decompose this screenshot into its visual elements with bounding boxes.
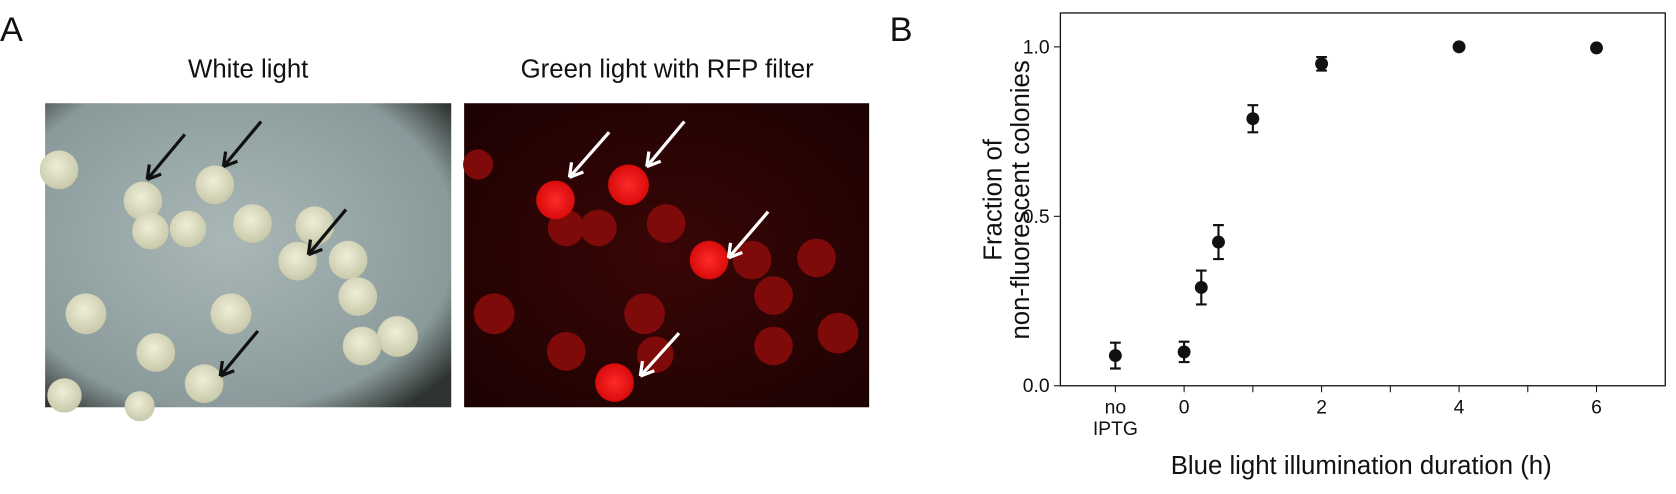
data-point [1194, 281, 1208, 294]
y-tick-label: 0.0 [1023, 376, 1050, 397]
y-tick-label: 0.5 [1023, 207, 1050, 228]
y-axis-label-line: non-fluorescent colonies [1007, 60, 1035, 339]
y-tick-label: 1.0 [1023, 37, 1050, 58]
x-axis-label: Blue light illumination duration (h) [1171, 452, 1552, 480]
plot-frame [1059, 12, 1666, 387]
x-tick-label: 2 [1316, 398, 1327, 419]
panel-label: B [890, 11, 913, 49]
data-point [1452, 40, 1466, 54]
panel-label: A [0, 11, 23, 49]
x-tick-label: 0 [1179, 398, 1190, 419]
x-tick-label: 6 [1591, 398, 1602, 419]
data-point [1246, 112, 1260, 126]
image-title: Green light with RFP filter [521, 55, 814, 83]
x-tick-label: 4 [1454, 398, 1465, 419]
image-title: White light [188, 55, 308, 83]
photo-red [463, 103, 870, 408]
data-point [1212, 235, 1225, 249]
data-point [1177, 345, 1191, 359]
data-point [1315, 57, 1329, 71]
x-tick-label: no IPTG [1093, 398, 1138, 440]
data-point [1108, 349, 1122, 363]
photo-white [39, 103, 452, 422]
y-axis-label-line: Fraction of [979, 138, 1007, 261]
data-point [1590, 41, 1603, 55]
y-axis-label: Fraction of non-fluorescent colonies [979, 60, 1035, 339]
